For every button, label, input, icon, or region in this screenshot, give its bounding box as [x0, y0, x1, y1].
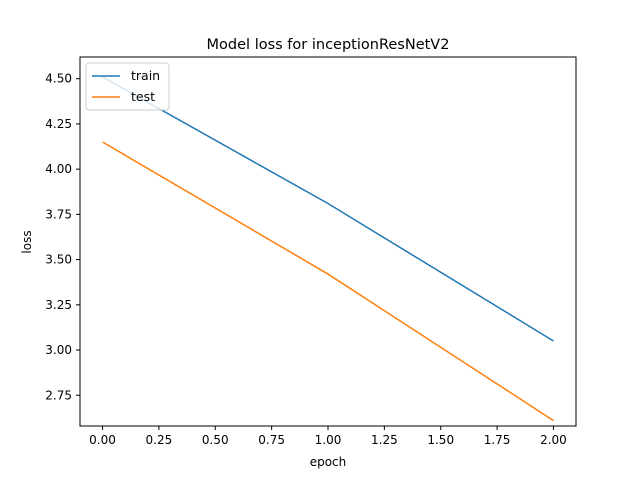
x-tick-label: 0.00	[89, 433, 116, 447]
legend-label-train: train	[131, 68, 160, 83]
x-tick-label: 2.00	[540, 433, 567, 447]
x-tick-label: 1.00	[315, 433, 342, 447]
legend-label-test: test	[131, 89, 155, 104]
x-axis-label: epoch	[310, 455, 347, 469]
chart-title: Model loss for inceptionResNetV2	[207, 37, 450, 53]
legend-box	[85, 62, 170, 111]
y-tick-label: 4.25	[45, 117, 72, 131]
x-tick-label: 0.25	[146, 433, 173, 447]
y-tick-label: 4.50	[45, 72, 72, 86]
series-line-test	[102, 141, 554, 422]
x-tick-label: 1.25	[371, 433, 398, 447]
x-tick-label: 1.75	[484, 433, 511, 447]
y-axis-label: loss	[20, 230, 34, 253]
legend: train test	[85, 62, 170, 111]
series-line-train	[102, 76, 554, 342]
y-tick-label: 3.00	[45, 343, 72, 357]
x-tick-label: 1.50	[427, 433, 454, 447]
y-tick-label: 3.75	[45, 207, 72, 221]
plot-area	[79, 56, 577, 427]
y-tick-label: 4.00	[45, 162, 72, 176]
series-lines	[102, 76, 554, 422]
x-tick-label: 0.75	[258, 433, 285, 447]
y-tick-label: 3.25	[45, 298, 72, 312]
x-axis: 0.00 0.25 0.50 0.75 1.00 1.25 1.50 1.75 2.00	[89, 426, 567, 447]
y-axis: 2.75 3.00 3.25 3.50 3.75 4.00 4.25 4.50	[45, 72, 80, 402]
y-tick-label: 3.50	[45, 253, 72, 267]
y-tick-label: 2.75	[45, 388, 72, 402]
x-tick-label: 0.50	[202, 433, 229, 447]
